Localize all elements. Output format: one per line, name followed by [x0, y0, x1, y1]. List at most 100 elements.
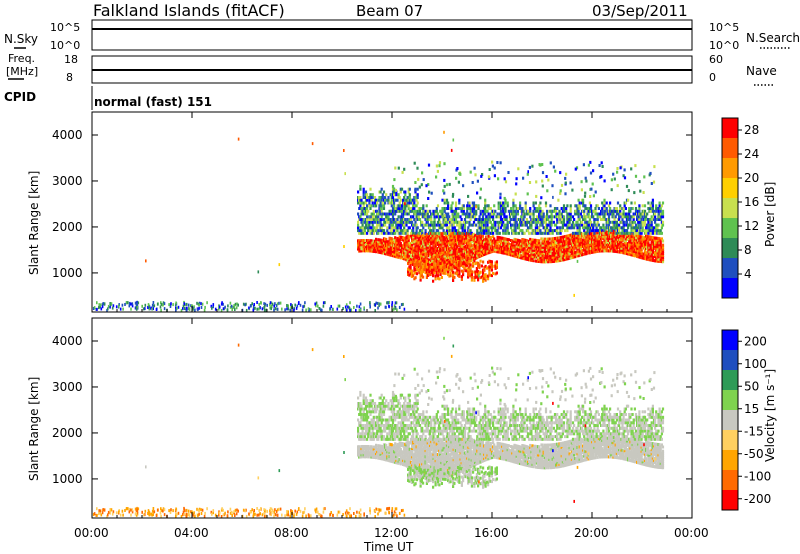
power-cell: [474, 270, 477, 274]
power-cell: [477, 278, 480, 282]
power-cell: [454, 209, 458, 213]
power-cell: [426, 215, 429, 219]
power-cell: [478, 220, 481, 224]
power-cell: [471, 201, 474, 205]
power-cell: [438, 164, 441, 168]
power-cell: [582, 232, 585, 236]
power-cell: [587, 223, 590, 227]
power-cell: [413, 258, 416, 262]
power-cell: [659, 231, 662, 235]
power-cell: [390, 243, 393, 247]
power-cell: [583, 248, 586, 252]
power-cell: [526, 192, 529, 196]
power-cell: [449, 255, 452, 259]
power-cell: [435, 253, 438, 257]
power-cell: [501, 218, 504, 221]
power-cell: [482, 279, 485, 283]
power-cell: [421, 229, 424, 233]
power-cell: [643, 248, 647, 252]
power-cell: [611, 230, 614, 234]
power-cell: [422, 248, 425, 252]
power-cell: [453, 264, 456, 268]
power-cell: [447, 273, 450, 277]
power-cell: [426, 268, 429, 272]
power-cell: [650, 209, 653, 213]
power-cell: [485, 215, 488, 219]
power-cell: [659, 253, 662, 257]
power-cell: [380, 223, 383, 227]
power-cell: [435, 259, 438, 263]
power-cell: [371, 220, 374, 224]
power-cell: [485, 250, 488, 253]
power-cell: [362, 209, 365, 213]
power-cell: [461, 248, 464, 252]
power-cell: [454, 218, 458, 221]
power-cell: [641, 256, 644, 260]
power-cell: [445, 215, 449, 219]
power-cell: [574, 167, 577, 171]
power-cell: [661, 251, 665, 255]
power-cell: [471, 233, 474, 237]
power-cell: [556, 220, 559, 224]
power-cell: [659, 239, 662, 243]
power-cell: [619, 207, 622, 210]
power-cell: [467, 194, 470, 198]
power-cell: [502, 212, 505, 216]
power-cell: [413, 266, 416, 270]
power-cell: [229, 301, 232, 305]
power-cell: [386, 231, 389, 235]
power-cell: [520, 256, 523, 260]
power-cell: [497, 201, 500, 205]
power-cell: [430, 262, 433, 266]
power-cell: [592, 226, 595, 230]
power-cell: [400, 229, 404, 233]
power-cell: [562, 204, 566, 208]
power-cell: [381, 241, 384, 245]
power-cell: [459, 261, 462, 265]
power-cell: [460, 223, 463, 227]
power-cell: [659, 243, 662, 247]
power-cell: [426, 239, 429, 243]
power-cell: [574, 234, 577, 238]
power-cell: [359, 226, 362, 230]
power-cell: [610, 245, 613, 249]
power-cell: [583, 242, 586, 246]
power-cell: [400, 204, 404, 208]
power-cell: [504, 198, 507, 202]
power-cell: [587, 241, 590, 245]
power-cell: [418, 260, 421, 264]
power-cell: [457, 273, 460, 277]
power-cell: [359, 184, 362, 188]
power-cell: [589, 171, 593, 175]
power-cell: [404, 209, 407, 213]
power-cell: [605, 207, 608, 210]
power-cell: [445, 229, 449, 233]
power-cell: [556, 249, 559, 253]
power-cell: [493, 174, 496, 178]
power-cell: [338, 304, 341, 308]
power-cell: [380, 209, 383, 213]
power-cell: [413, 242, 416, 246]
power-cell: [182, 307, 184, 311]
power-cell: [618, 223, 621, 227]
power-cell: [502, 231, 505, 235]
power-cell: [432, 229, 435, 233]
power-cell: [487, 234, 490, 238]
power-cell: [528, 181, 532, 184]
power-cell: [610, 237, 613, 241]
power-cell: [236, 302, 238, 306]
power-cell: [547, 229, 550, 233]
power-cell: [362, 207, 365, 210]
power-cell: [656, 226, 659, 230]
power-cell: [405, 209, 408, 213]
power-cell: [485, 247, 488, 251]
power-cell: [231, 308, 233, 311]
power-cell: [498, 220, 501, 224]
power-cell: [524, 207, 527, 210]
power-cell: [489, 220, 492, 224]
power-cell: [408, 220, 411, 224]
power-cell: [456, 223, 459, 227]
power-cell: [424, 271, 427, 274]
power-cell: [490, 265, 493, 269]
